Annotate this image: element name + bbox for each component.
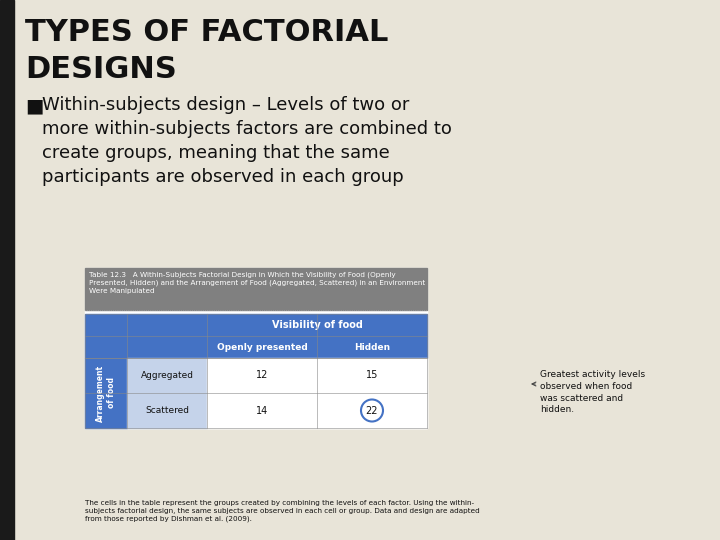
Text: DESIGNS: DESIGNS bbox=[25, 55, 176, 84]
Text: Visibility of food: Visibility of food bbox=[271, 320, 362, 330]
Text: 14: 14 bbox=[256, 406, 268, 415]
Bar bbox=[85, 358, 127, 428]
Text: The cells in the table represent the groups created by combining the levels of e: The cells in the table represent the gro… bbox=[85, 500, 480, 523]
Bar bbox=[317, 358, 427, 393]
Text: Greatest activity levels
observed when food
was scattered and
hidden.: Greatest activity levels observed when f… bbox=[540, 370, 645, 414]
Bar bbox=[317, 393, 427, 428]
Text: Hidden: Hidden bbox=[354, 342, 390, 352]
Text: Arrangement
of food: Arrangement of food bbox=[96, 364, 116, 422]
Bar bbox=[85, 314, 207, 358]
Text: Scattered: Scattered bbox=[145, 406, 189, 415]
Text: 15: 15 bbox=[366, 370, 378, 381]
Bar bbox=[207, 393, 317, 428]
Bar bbox=[85, 314, 427, 428]
Bar bbox=[127, 358, 207, 393]
Text: Within-subjects design – Levels of two or: Within-subjects design – Levels of two o… bbox=[42, 96, 410, 114]
Bar bbox=[317, 336, 427, 358]
Bar bbox=[85, 268, 427, 428]
Text: 22: 22 bbox=[366, 406, 378, 415]
Text: Table 12.3   A Within-Subjects Factorial Design in Which the Visibility of Food : Table 12.3 A Within-Subjects Factorial D… bbox=[89, 271, 426, 294]
Text: Aggregated: Aggregated bbox=[140, 371, 194, 380]
Text: ■: ■ bbox=[25, 96, 43, 115]
Text: Openly presented: Openly presented bbox=[217, 342, 307, 352]
Text: TYPES OF FACTORIAL: TYPES OF FACTORIAL bbox=[25, 18, 388, 47]
Text: 12: 12 bbox=[256, 370, 268, 381]
Bar bbox=[207, 314, 427, 336]
Bar bbox=[207, 336, 317, 358]
Bar bbox=[127, 393, 207, 428]
Bar bbox=[0, 0, 14, 540]
FancyArrowPatch shape bbox=[532, 382, 536, 386]
Text: participants are observed in each group: participants are observed in each group bbox=[42, 168, 404, 186]
Bar bbox=[85, 268, 427, 310]
Text: create groups, meaning that the same: create groups, meaning that the same bbox=[42, 144, 390, 162]
Text: more within-subjects factors are combined to: more within-subjects factors are combine… bbox=[42, 120, 452, 138]
Bar bbox=[207, 358, 317, 393]
